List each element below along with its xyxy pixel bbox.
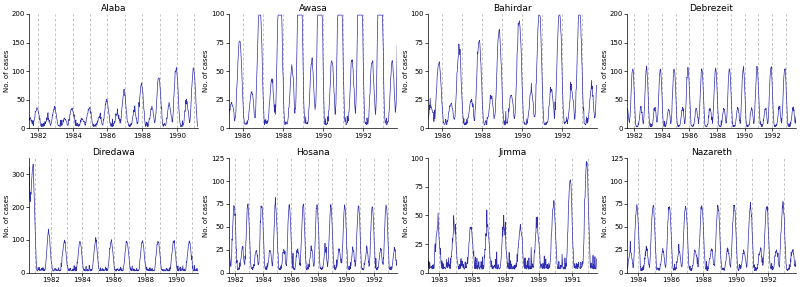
- Y-axis label: No. of cases: No. of cases: [402, 50, 409, 92]
- Title: Nazareth: Nazareth: [691, 148, 732, 157]
- Title: Awasa: Awasa: [298, 4, 327, 13]
- Title: Diredawa: Diredawa: [92, 148, 135, 157]
- Y-axis label: No. of cases: No. of cases: [203, 50, 210, 92]
- Y-axis label: No. of cases: No. of cases: [402, 194, 409, 237]
- Y-axis label: No. of cases: No. of cases: [4, 194, 10, 237]
- Title: Debrezeit: Debrezeit: [690, 4, 734, 13]
- Title: Hosana: Hosana: [296, 148, 330, 157]
- Y-axis label: No. of cases: No. of cases: [602, 194, 608, 237]
- Y-axis label: No. of cases: No. of cases: [602, 50, 608, 92]
- Title: Jimma: Jimma: [498, 148, 526, 157]
- Y-axis label: No. of cases: No. of cases: [4, 50, 10, 92]
- Y-axis label: No. of cases: No. of cases: [203, 194, 210, 237]
- Title: Bahirdar: Bahirdar: [493, 4, 531, 13]
- Title: Alaba: Alaba: [101, 4, 126, 13]
